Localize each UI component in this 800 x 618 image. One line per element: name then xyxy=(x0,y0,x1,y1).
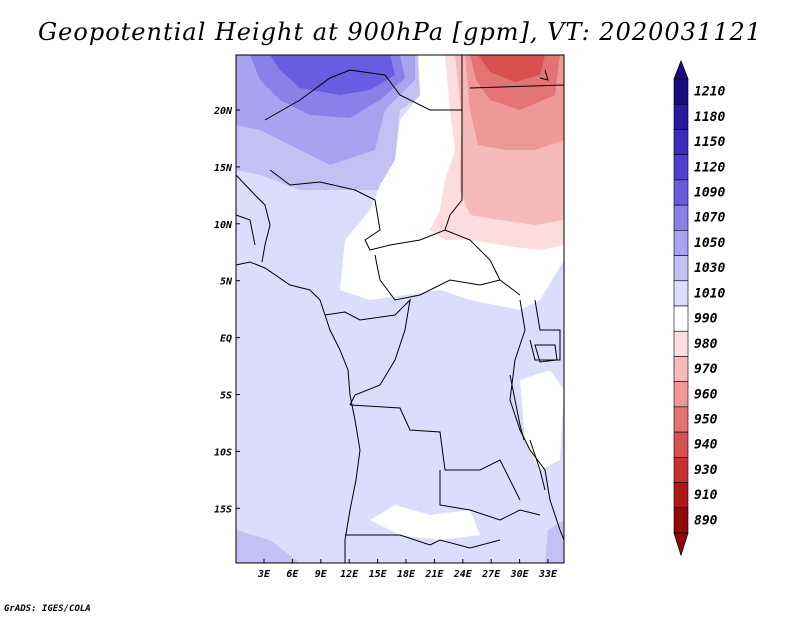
colorbar-swatch xyxy=(673,103,689,130)
lat-tick-label: EQ xyxy=(220,334,232,345)
border-west-1 xyxy=(236,174,271,263)
colorbar-swatch xyxy=(673,204,689,231)
map-title: Geopotential Height at 900hPa [gpm], VT:… xyxy=(38,18,762,46)
latitude-axis: 20N 15N 10N 5N EQ 5S 10S 15S xyxy=(213,106,240,515)
lake-victoria xyxy=(534,344,558,363)
lon-tick-label: 3E xyxy=(257,569,271,580)
border-north-1 xyxy=(264,55,463,121)
colorbar-swatch xyxy=(673,457,689,483)
colorbar-level-label: 1150 xyxy=(694,135,725,150)
lat-tick-label: 10S xyxy=(214,447,232,458)
border-sahel xyxy=(269,169,521,296)
lat-tick-label: 5N xyxy=(220,277,233,288)
colorbar-swatch xyxy=(673,230,689,256)
coastline-east xyxy=(509,299,564,541)
colorbar-level-label: 1090 xyxy=(694,186,725,201)
border-south-1 xyxy=(349,404,521,501)
map-frame xyxy=(235,54,565,564)
lat-tick-label: 5S xyxy=(220,391,232,402)
low-region-940 xyxy=(478,55,545,82)
lon-tick-label: 30E xyxy=(510,569,530,580)
colorbar-top-arrow xyxy=(673,59,689,80)
lon-tick-label: 24E xyxy=(453,569,473,580)
border-west-2 xyxy=(236,214,256,246)
lat-tick-label: 10N xyxy=(214,220,233,231)
border-south-2 xyxy=(439,470,541,521)
height-field xyxy=(236,55,564,563)
colorbar-level-label: 890 xyxy=(694,513,718,528)
colorbar-swatch xyxy=(673,179,689,206)
colorbar-swatch xyxy=(673,255,689,282)
east-white-patch xyxy=(520,370,564,470)
colorbar-level-label: 1070 xyxy=(694,211,725,226)
border-east-2 xyxy=(539,69,549,81)
lake-tanganyika xyxy=(509,374,525,441)
colorbar-swatch xyxy=(673,305,689,332)
colorbar-swatch xyxy=(673,507,689,534)
colorbar-level-label: 930 xyxy=(694,463,718,478)
colorbar-bottom-arrow xyxy=(673,532,689,557)
colorbar-swatch xyxy=(673,330,689,357)
border-north-3 xyxy=(469,84,564,89)
colorbar-level-label: 990 xyxy=(694,312,718,327)
coastline-west xyxy=(236,261,361,563)
colorbar-swatch xyxy=(673,280,689,307)
high-region-core xyxy=(270,55,395,95)
border-central-2 xyxy=(324,298,411,406)
lon-tick-label: 27E xyxy=(481,569,501,580)
lon-tick-label: 18E xyxy=(397,569,416,580)
colorbar-level-label: 940 xyxy=(694,438,718,453)
country-borders xyxy=(236,55,564,563)
lat-tick-label: 15S xyxy=(214,504,232,515)
colorbar-level-label: 1050 xyxy=(694,236,725,251)
lon-tick-label: 9E xyxy=(315,569,328,580)
colorbar-swatch xyxy=(673,406,689,433)
colorbar-level-label: 1210 xyxy=(694,85,725,100)
lon-tick-label: 6E xyxy=(286,569,299,580)
colorbar-swatch xyxy=(673,482,689,509)
border-north-2 xyxy=(444,110,463,231)
colorbar: 1210 1180 1150 1120 1090 1070 1050 1030 1010 990 9… xyxy=(673,59,725,557)
border-central-1 xyxy=(374,254,501,301)
colorbar-level-label: 1030 xyxy=(694,261,725,276)
colorbar-swatch xyxy=(673,78,689,105)
colorbar-level-label: 950 xyxy=(694,413,718,428)
south-patch-white xyxy=(370,505,480,540)
colorbar-swatch xyxy=(673,356,689,382)
border-south-3 xyxy=(345,534,501,549)
colorbar-level-label: 960 xyxy=(694,387,718,402)
lon-tick-label: 21E xyxy=(424,569,444,580)
colorbar-level-label: 1180 xyxy=(694,110,725,125)
border-east-1 xyxy=(529,299,561,361)
colorbar-swatch xyxy=(673,129,689,155)
colorbar-swatch xyxy=(673,154,689,181)
southeast-high-patch xyxy=(545,520,564,563)
lon-tick-label: 12E xyxy=(340,569,359,580)
lat-tick-label: 15N xyxy=(214,163,233,174)
southwest-high-patch xyxy=(236,530,300,563)
lon-tick-label: 33E xyxy=(538,569,558,580)
colorbar-level-label: 1120 xyxy=(694,160,725,175)
longitude-axis: 3E 6E 9E 12E 15E 18E 21E 24E 27E 30E 33E xyxy=(257,559,558,580)
grads-credit: GrADS: IGES/COLA xyxy=(4,604,91,614)
lat-tick-label: 20N xyxy=(213,106,233,117)
colorbar-level-label: 910 xyxy=(694,488,718,503)
lon-tick-label: 15E xyxy=(369,569,388,580)
colorbar-level-label: 1010 xyxy=(694,286,725,301)
colorbar-level-label: 980 xyxy=(694,337,718,352)
colorbar-swatch xyxy=(673,381,689,408)
colorbar-level-label: 970 xyxy=(694,362,718,377)
lake-malawi xyxy=(529,439,546,491)
colorbar-swatch xyxy=(673,431,689,458)
